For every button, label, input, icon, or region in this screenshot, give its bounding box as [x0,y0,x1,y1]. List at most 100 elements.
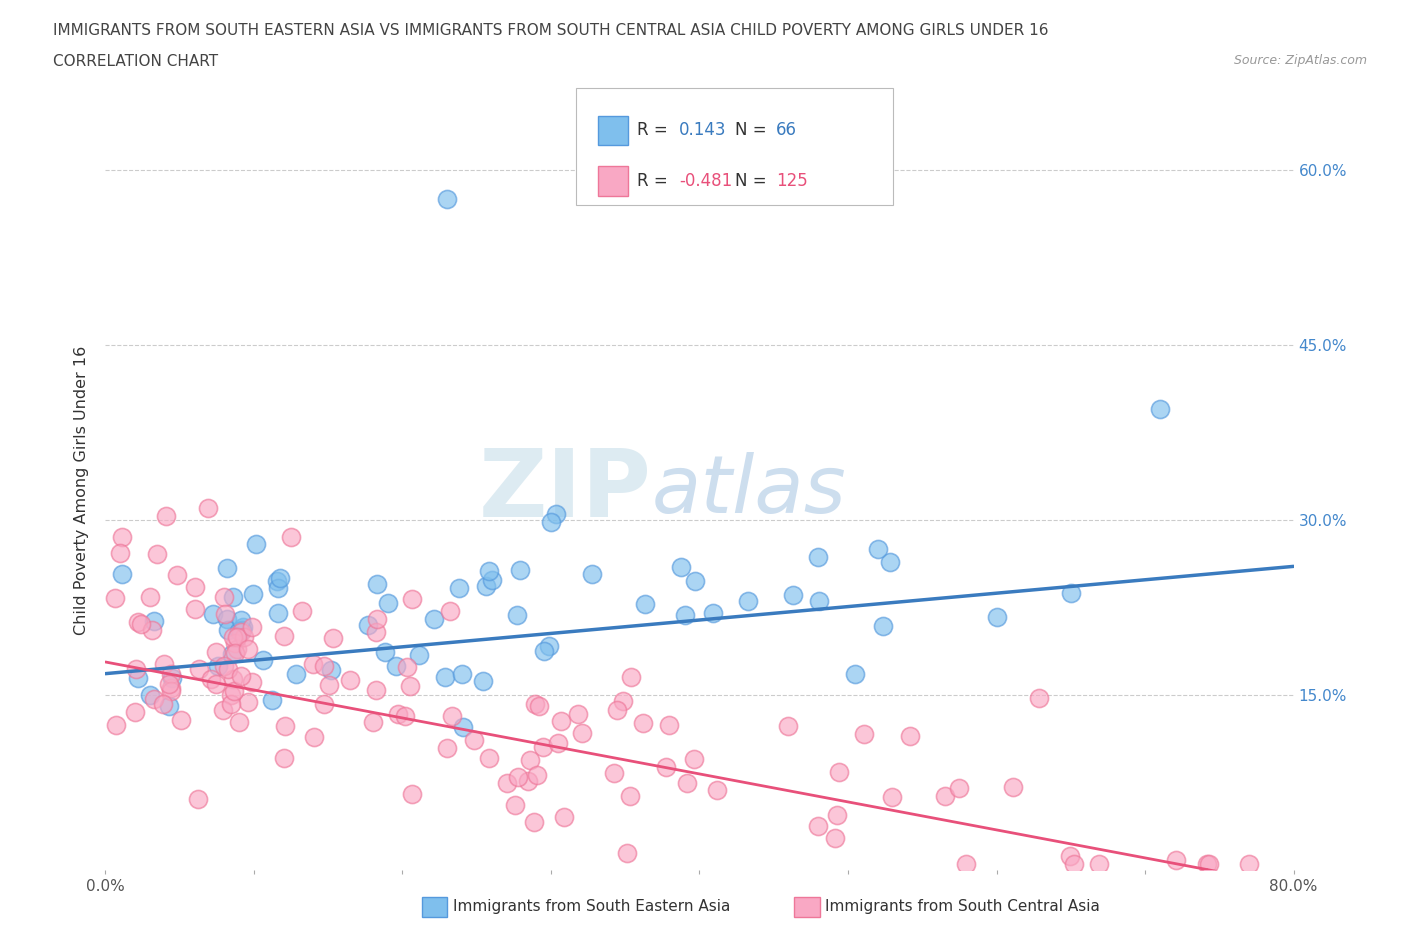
Point [544,507,567,522]
Point [471,673,494,688]
Point [127,615,149,630]
Point [866,541,889,556]
Point [827,807,849,822]
Point [503,797,526,812]
Point [229,669,252,684]
Point [603,765,626,780]
Point [481,573,503,588]
Point [505,607,527,622]
Point [302,730,325,745]
Point [948,781,970,796]
Point [124,705,146,720]
Point [152,697,174,711]
Point [478,751,501,766]
Point [436,740,458,755]
Point [387,707,409,722]
Text: Immigrants from South Central Asia: Immigrants from South Central Asia [825,899,1101,914]
Point [141,622,163,637]
Point [160,671,183,686]
Point [160,666,183,681]
Point [160,681,183,696]
Point [212,590,235,604]
Point [214,658,236,673]
Point [266,574,288,589]
Point [451,720,474,735]
Point [157,698,180,713]
Point [827,765,849,780]
Point [401,592,423,607]
Point [236,695,259,710]
Point [519,753,541,768]
Point [169,712,191,727]
Point [104,718,127,733]
Point [853,727,876,742]
Point [366,612,388,627]
Point [214,606,236,621]
Point [1060,585,1083,600]
Point [523,697,546,711]
Text: -0.481: -0.481 [679,172,733,190]
Point [153,657,176,671]
Point [229,625,252,640]
Point [986,609,1008,624]
Point [314,658,336,673]
Point [322,631,344,645]
Point [408,648,430,663]
Point [527,698,550,713]
Point [142,691,165,706]
Point [447,581,470,596]
Point [737,593,759,608]
Point [273,629,295,644]
Point [451,666,474,681]
Y-axis label: Child Poverty Among Girls Under 16: Child Poverty Among Girls Under 16 [75,346,90,635]
Point [146,547,169,562]
Point [314,697,336,711]
Point [207,658,229,673]
Point [222,683,245,698]
Point [478,564,501,578]
Point [252,652,274,667]
Point [228,623,250,638]
Point [284,667,307,682]
Point [319,663,342,678]
Point [553,809,575,824]
Point [273,751,295,766]
Point [655,759,678,774]
Text: Source: ZipAtlas.com: Source: ZipAtlas.com [1233,54,1367,67]
Point [110,545,132,560]
Point [606,703,628,718]
Point [291,604,314,618]
Point [155,509,177,524]
Point [236,641,259,656]
Point [540,514,562,529]
Point [872,618,894,633]
Point [1063,857,1085,871]
Point [807,818,830,833]
Point [1002,780,1025,795]
Point [567,707,589,722]
Point [222,589,245,604]
Point [441,709,464,724]
Text: CORRELATION CHART: CORRELATION CHART [53,54,218,69]
Point [127,671,149,685]
Text: R =: R = [637,122,673,140]
Point [142,613,165,628]
Point [221,646,243,661]
Point [537,638,560,653]
Point [398,678,420,693]
Point [361,715,384,730]
Point [508,770,530,785]
Point [104,591,127,605]
Point [262,693,284,708]
Point [385,658,408,673]
Point [242,674,264,689]
Point [658,717,681,732]
Point [228,715,250,730]
Point [683,574,706,589]
Point [217,622,239,637]
Point [547,736,569,751]
Point [200,671,222,686]
Text: atlas: atlas [652,452,846,529]
Point [269,570,291,585]
Point [242,587,264,602]
